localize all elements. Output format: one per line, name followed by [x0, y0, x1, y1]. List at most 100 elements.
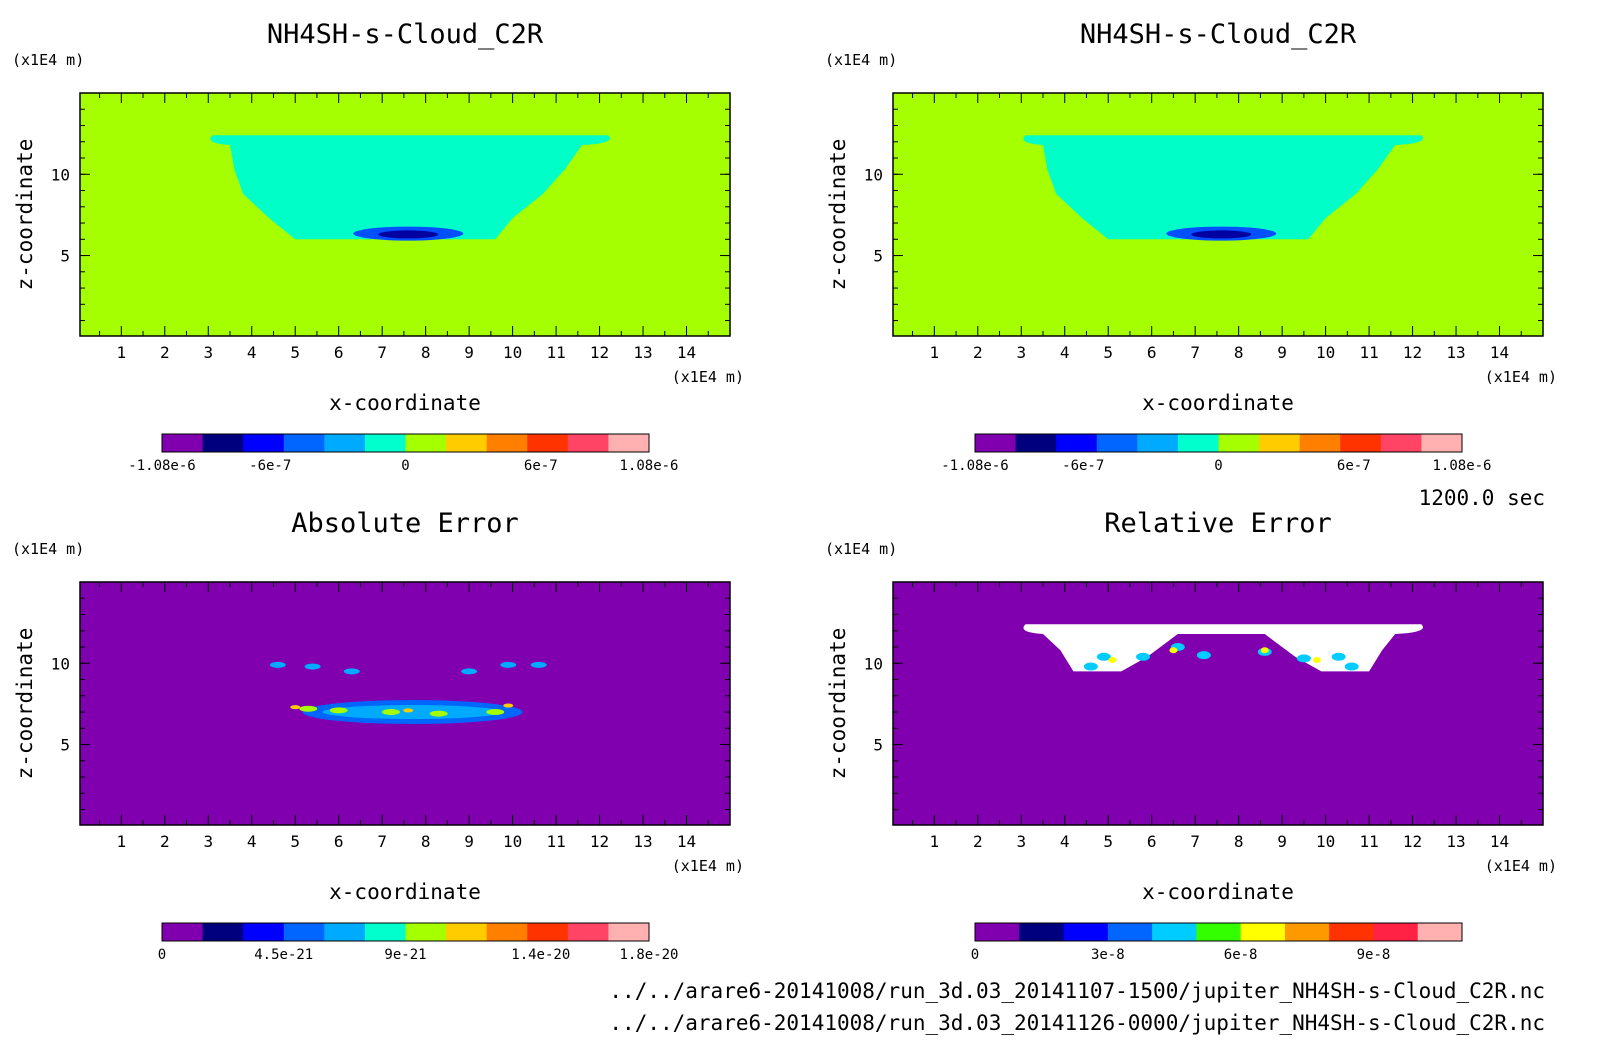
y-axis-title: z-coordinate — [13, 628, 37, 780]
x-axis-title: x-coordinate — [1142, 880, 1294, 904]
error-peak — [429, 710, 448, 717]
colorbar-label: 1.08e-6 — [1432, 458, 1491, 474]
colorbar-swatch — [527, 434, 569, 452]
colorbar-swatch — [324, 923, 366, 941]
x-tick-label: 13 — [633, 343, 652, 362]
colorbar-swatch — [608, 923, 650, 941]
panel-title: NH4SH-s-Cloud_C2R — [1080, 19, 1357, 50]
colorbar-swatch — [324, 434, 366, 452]
y-tick-label: 10 — [864, 654, 883, 673]
colorbar-label: 6e-7 — [1337, 458, 1371, 474]
rel-error-peak — [1169, 647, 1178, 654]
rel-error-spot — [1196, 651, 1211, 660]
colorbar-label: -1.08e-6 — [128, 458, 195, 474]
x-tick-label: 10 — [503, 343, 522, 362]
plot-frame — [892, 92, 1544, 337]
colorbar-frame — [974, 922, 1463, 942]
error-peak-high — [503, 703, 514, 708]
panel-title: Absolute Error — [291, 508, 519, 539]
plot-frame — [892, 581, 1544, 826]
colorbar-swatch — [1299, 434, 1341, 452]
colorbar-swatch — [1373, 923, 1419, 941]
colorbar-swatch — [1340, 434, 1382, 452]
x-tick-label: 3 — [1016, 832, 1026, 851]
x-tick-label: 5 — [290, 832, 300, 851]
x-tick-label: 10 — [1316, 832, 1335, 851]
colorbar-swatch — [567, 923, 609, 941]
x-tick-label: 7 — [377, 832, 387, 851]
y-tick-label: 5 — [873, 247, 883, 266]
colorbar-swatch — [567, 434, 609, 452]
footer-file-1: ../../arare6-20141008/run_3d.03_20141107… — [609, 979, 1545, 1003]
colorbar-swatch — [486, 434, 528, 452]
plot-frame — [79, 581, 731, 826]
colorbar-swatch — [162, 923, 204, 941]
colorbar-swatch — [1177, 434, 1219, 452]
x-tick-label: 14 — [1490, 832, 1509, 851]
colorbar-swatch — [527, 923, 569, 941]
x-tick-label: 14 — [1490, 343, 1509, 362]
panel-title: Relative Error — [1104, 508, 1332, 539]
undefined-region — [1023, 624, 1423, 672]
x-tick-label: 13 — [1446, 832, 1465, 851]
error-spot — [343, 668, 360, 675]
x-tick-label: 6 — [334, 343, 344, 362]
y-unit-label: (x1E4 m) — [825, 51, 897, 69]
colorbar-swatch — [608, 434, 650, 452]
colorbar-label: 1.4e-20 — [511, 947, 570, 963]
colorbar-swatch — [1380, 434, 1422, 452]
x-tick-label: 4 — [1060, 343, 1070, 362]
x-tick-label: 8 — [1234, 832, 1244, 851]
error-peak — [381, 709, 400, 716]
x-tick-label: 1 — [929, 343, 939, 362]
colorbar-label: 6e-7 — [524, 458, 558, 474]
colorbar-swatch — [1137, 434, 1179, 452]
x-tick-label: 6 — [334, 832, 344, 851]
x-tick-label: 12 — [1403, 343, 1422, 362]
colorbar-swatch — [446, 923, 488, 941]
x-axis-title: x-coordinate — [329, 391, 481, 415]
colorbar-frame — [161, 433, 650, 453]
error-peak — [329, 707, 348, 714]
x-tick-label: 5 — [1103, 343, 1113, 362]
colorbar-label: 9e-8 — [1357, 947, 1391, 963]
x-tick-label: 1 — [116, 832, 126, 851]
footer-file-2: ../../arare6-20141008/run_3d.03_20141126… — [609, 1011, 1545, 1035]
colorbar-label: 0 — [401, 458, 409, 474]
x-axis-title: x-coordinate — [1142, 391, 1294, 415]
y-unit-label: (x1E4 m) — [825, 540, 897, 558]
error-spot — [530, 661, 547, 668]
colorbar-swatch — [1019, 923, 1065, 941]
x-tick-label: 2 — [160, 832, 170, 851]
x-tick-label: 3 — [203, 343, 213, 362]
colorbar-frame — [161, 922, 650, 942]
rel-error-spot — [1083, 662, 1098, 671]
colorbar-label: -6e-7 — [249, 458, 291, 474]
x-tick-label: 7 — [377, 343, 387, 362]
colorbar-swatch — [1421, 434, 1463, 452]
rel-error-spot — [1096, 652, 1111, 661]
colorbar-swatch — [202, 923, 244, 941]
x-tick-label: 13 — [1446, 343, 1465, 362]
rel-error-spot — [1136, 652, 1150, 661]
x-unit-label: (x1E4 m) — [1485, 368, 1557, 386]
y-tick-label: 5 — [873, 736, 883, 755]
x-tick-label: 14 — [677, 832, 696, 851]
y-tick-label: 10 — [51, 654, 70, 673]
colorbar-label: 6e-8 — [1224, 947, 1258, 963]
y-tick-label: 10 — [864, 165, 883, 184]
colorbar-swatch — [243, 434, 285, 452]
colorbar-swatch — [446, 434, 488, 452]
x-unit-label: (x1E4 m) — [672, 857, 744, 875]
x-tick-label: 9 — [464, 832, 474, 851]
x-tick-label: 6 — [1147, 343, 1157, 362]
x-tick-label: 10 — [503, 832, 522, 851]
colorbar-swatch — [1196, 923, 1242, 941]
colorbar-swatch — [405, 923, 447, 941]
colorbar-label: -1.08e-6 — [941, 458, 1008, 474]
x-tick-label: 12 — [590, 343, 609, 362]
x-unit-label: (x1E4 m) — [1485, 857, 1557, 875]
colorbar-swatch — [1063, 923, 1109, 941]
plot-frame — [79, 92, 731, 337]
